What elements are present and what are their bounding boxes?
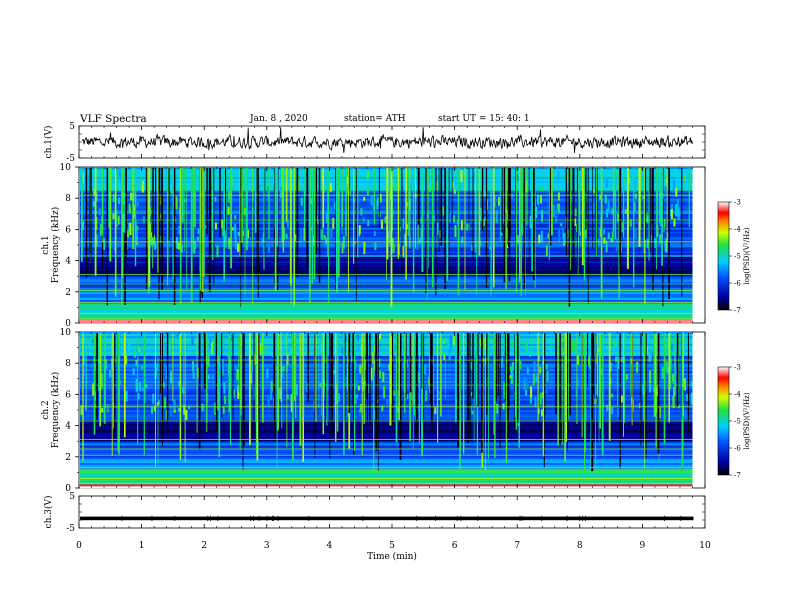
colorbar xyxy=(717,201,730,311)
y-tick-label: 4 xyxy=(65,257,71,267)
colorbar-tick-label: -6 xyxy=(734,280,741,288)
y-tick-label: 5 xyxy=(69,122,75,132)
y-tick-label: 2 xyxy=(65,288,71,298)
x-tick-label: 2 xyxy=(201,541,207,551)
waveform-trace xyxy=(80,516,694,521)
x-tick-label: 10 xyxy=(699,541,711,551)
waveform-trace xyxy=(81,127,693,153)
y-tick-label: 4 xyxy=(65,422,71,432)
x-tick-label: 4 xyxy=(327,541,333,551)
x-axis-label: Time (min) xyxy=(367,551,417,562)
colorbar-tick-label: -4 xyxy=(734,226,741,234)
colorbar-tick-label: -3 xyxy=(734,199,741,207)
start-time-label: start UT = 15: 40: 1 xyxy=(438,114,530,124)
y-tick-label: -5 xyxy=(66,524,75,534)
y-axis-label: Frequency (kHz) xyxy=(50,372,61,449)
x-tick-label: 9 xyxy=(640,541,646,551)
colorbar-label: log(PSD)(V²/Hz) xyxy=(743,392,751,449)
colorbar-tick-label: -5 xyxy=(734,253,741,261)
x-tick-label: 6 xyxy=(452,541,458,551)
chart-title: VLF Spectra xyxy=(80,113,147,125)
y-tick-label: 2 xyxy=(65,453,71,463)
colorbar-tick-label: -7 xyxy=(734,472,741,480)
colorbar-tick-label: -3 xyxy=(734,364,741,372)
y-tick-label: 6 xyxy=(65,390,71,400)
x-tick-label: 3 xyxy=(264,541,270,551)
colorbar-tick-label: -6 xyxy=(734,445,741,453)
colorbar-tick-label: -4 xyxy=(734,391,741,399)
y-axis-label: ch.3(V) xyxy=(43,496,54,529)
y-axis-label: Frequency (kHz) xyxy=(50,207,61,284)
y-tick-label: 10 xyxy=(60,328,72,338)
waveform-frame xyxy=(78,495,706,529)
x-tick-label: 1 xyxy=(139,541,145,551)
y-tick-label: -5 xyxy=(66,154,75,164)
y-tick-label: 10 xyxy=(60,163,72,173)
x-tick-label: 5 xyxy=(389,541,395,551)
x-tick-label: 7 xyxy=(514,541,520,551)
x-tick-label: 8 xyxy=(577,541,583,551)
y-tick-label: 0 xyxy=(65,319,71,329)
y-axis-label: ch.1(V) xyxy=(43,126,54,159)
colorbar-tick-label: -7 xyxy=(734,307,741,315)
x-tick-label: 0 xyxy=(76,541,82,551)
y-tick-label: 0 xyxy=(65,484,71,494)
spectrogram-image xyxy=(80,167,693,324)
station-label: station= ATH xyxy=(344,114,406,124)
y-tick-label: 6 xyxy=(65,225,71,235)
colorbar xyxy=(717,366,730,476)
channel-label: ch.2 xyxy=(41,400,51,419)
y-tick-label: 8 xyxy=(65,359,71,369)
date-label: Jan. 8 , 2020 xyxy=(250,114,308,124)
channel-label: ch.1 xyxy=(41,235,51,254)
colorbar-label: log(PSD)(V²/Hz) xyxy=(743,227,751,284)
y-tick-label: 8 xyxy=(65,194,71,204)
colorbar-tick-label: -5 xyxy=(734,418,741,426)
y-tick-label: 5 xyxy=(69,492,75,502)
spectrogram-image xyxy=(80,332,693,489)
